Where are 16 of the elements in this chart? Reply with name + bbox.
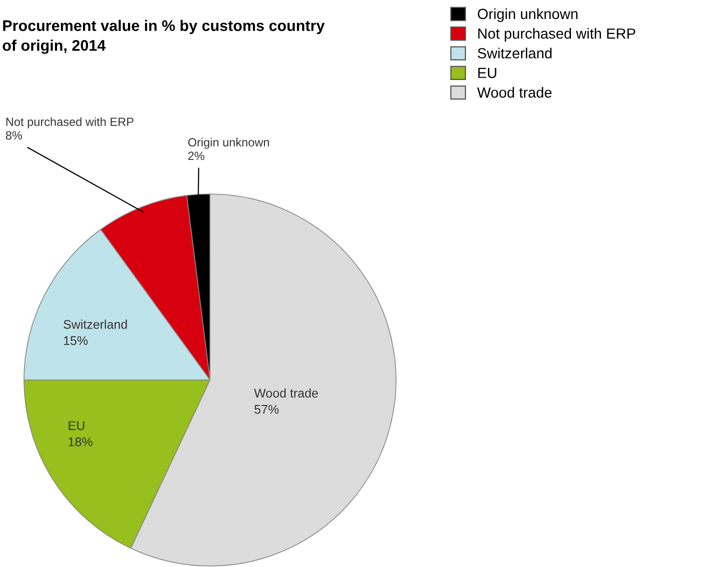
slice-label: Not purchased with ERP: [6, 117, 134, 128]
slice-label: Wood trade: [254, 388, 318, 398]
legend-label: Switzerland: [478, 48, 552, 58]
slice-label: EU: [68, 421, 84, 430]
legend-label: EU: [478, 68, 496, 78]
data-label: 8%: [6, 131, 22, 140]
data-label: 2%: [188, 152, 204, 160]
text: Procurement value in % by customs country of origin, 2014: [2, 20, 325, 54]
data-label: 57%: [254, 404, 279, 414]
legend-label: Wood trade: [477, 87, 552, 98]
data-label: 18%: [68, 437, 92, 446]
data-label: 15%: [64, 336, 88, 346]
legend-label: Not purchased with ERP: [478, 28, 636, 42]
legend-label: Origin unknown: [478, 8, 578, 22]
slice-label: Switzerland: [64, 320, 127, 329]
slice-label: Origin unknown: [188, 138, 269, 149]
